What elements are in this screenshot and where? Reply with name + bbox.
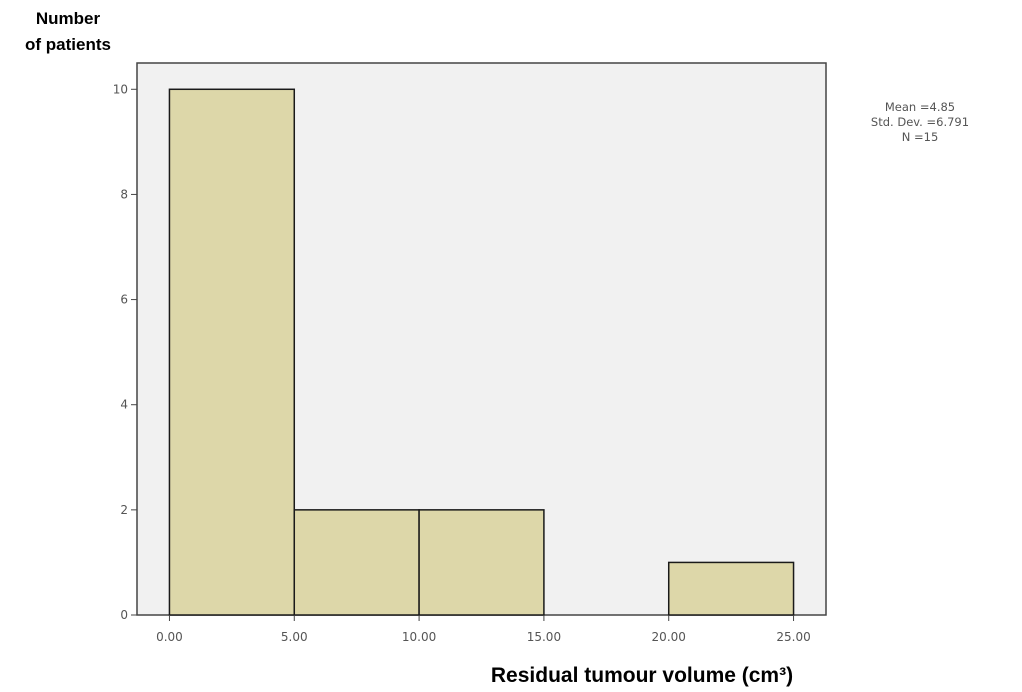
- x-tick-label: 15.00: [527, 630, 561, 644]
- y-axis-label-line-1: Number: [36, 9, 101, 28]
- x-axis: 0.00 5.00 10.00 15.00 20.00 25.00: [156, 615, 811, 644]
- histogram-bar-0: [168, 88, 296, 616]
- x-tick-label: 20.00: [652, 630, 686, 644]
- x-tick-label: 10.00: [402, 630, 436, 644]
- histogram-bar-4: [667, 561, 795, 616]
- bars-group: [168, 88, 795, 616]
- stats-std-dev: Std. Dev. =6.791: [871, 115, 969, 129]
- stats-mean: Mean =4.85: [885, 100, 955, 114]
- histogram-bar-1: [293, 509, 420, 616]
- x-tick-label: 5.00: [281, 630, 308, 644]
- y-axis-label-line-2: of patients: [25, 35, 111, 54]
- y-tick-label: 10: [113, 82, 128, 96]
- y-tick-label: 2: [120, 503, 128, 517]
- histogram-bar-2: [418, 509, 545, 616]
- x-axis-label: Residual tumour volume (cm³): [491, 664, 793, 687]
- x-tick-label: 25.00: [776, 630, 810, 644]
- y-tick-label: 6: [120, 293, 128, 307]
- stats-n: N =15: [902, 130, 939, 144]
- y-axis: 0 2 4 6 8 10: [113, 82, 137, 622]
- x-tick-label: 0.00: [156, 630, 183, 644]
- y-tick-label: 8: [120, 187, 128, 201]
- y-tick-label: 4: [120, 398, 128, 412]
- y-tick-label: 0: [120, 608, 128, 622]
